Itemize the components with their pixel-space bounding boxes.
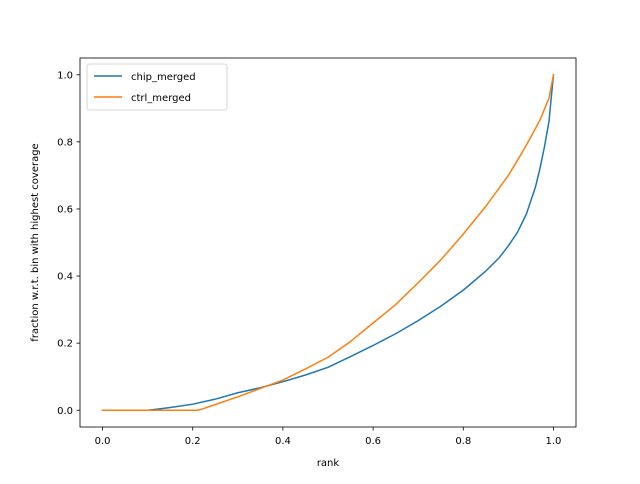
axes-layer: 0.0 0.2 0.4 0.6 0.8 1.0 0.0 0.2 0.4 0.6 0.8 1.0 [57,57,577,447]
legend: chip_merged ctrl_merged [86,63,228,111]
y-tick-label: 0.6 [57,205,73,216]
y-tick-label: 0.0 [57,406,73,417]
y-tick-label: 1.0 [57,70,73,81]
x-tick-label: 0.2 [185,436,201,447]
x-tick-label: 0.8 [455,436,471,447]
legend-label-chip_merged: chip_merged [131,72,196,83]
x-tick-label: 0.0 [95,436,111,447]
axes-frame [79,57,577,428]
series-layer [101,73,555,411]
series-line-chip_merged [101,73,555,411]
y-tick-label: 0.2 [57,339,73,350]
labels-layer: rank fraction w.r.t. bin with highest co… [30,143,339,469]
x-tick-label: 1.0 [546,436,562,447]
series-line-ctrl_merged [101,73,555,411]
x-tick-label: 0.4 [275,436,291,447]
y-axis-label: fraction w.r.t. bin with highest coverag… [30,143,41,341]
x-axis-label: rank [317,458,340,469]
y-tick-label: 0.8 [57,137,73,148]
x-tick-label: 0.6 [365,436,381,447]
y-tick-label: 0.4 [57,272,73,283]
legend-label-ctrl_merged: ctrl_merged [131,93,191,104]
